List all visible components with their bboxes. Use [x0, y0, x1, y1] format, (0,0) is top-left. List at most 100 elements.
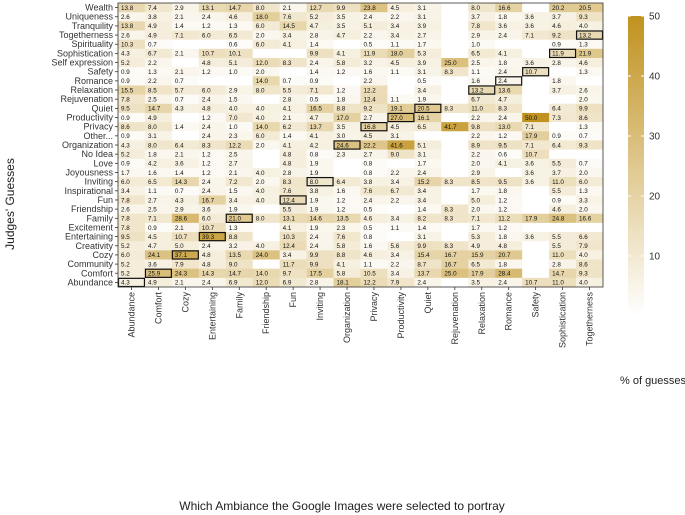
heatmap-cell: [198, 30, 227, 40]
cell-value-label: 21.9: [579, 51, 592, 58]
cell-value-label: 5.2: [121, 243, 130, 250]
heatmap-cell: [387, 76, 415, 86]
heatmap-cell: [333, 140, 361, 150]
cell-value-label: 8.8: [337, 106, 346, 113]
heatmap-cell: [468, 122, 496, 132]
cell-value-label: 5.2: [121, 151, 130, 158]
heatmap-cell: [549, 3, 577, 13]
cell-value-label: 3.1: [417, 69, 426, 76]
cell-value-label: 14.7: [229, 5, 242, 12]
heatmap-cell: [522, 186, 550, 196]
heatmap-cell: [118, 12, 146, 22]
heatmap-cell: [306, 67, 334, 77]
cell-value-label: 19.1: [390, 106, 403, 113]
cell-value-label: 9.9: [310, 252, 319, 259]
cell-value-label: 2.2: [390, 261, 399, 268]
heatmap-cell: [468, 112, 496, 123]
heatmap-cell: [468, 39, 496, 50]
cell-value-label: 9.5: [498, 142, 507, 149]
cell-value-label: 1.6: [471, 78, 480, 85]
heatmap-cell: [495, 241, 523, 251]
heatmap-cell: [387, 241, 415, 251]
heatmap-cell: [252, 48, 280, 59]
cell-value-label: 8.2: [417, 216, 426, 223]
heatmap-cell: [549, 268, 577, 279]
heatmap-cell: [225, 167, 254, 178]
y-tick-label: Creativity: [75, 241, 113, 251]
heatmap-cell: [576, 177, 604, 187]
heatmap-cell: [306, 112, 334, 123]
cell-value-label: 7.2: [229, 179, 238, 186]
heatmap-cell: [171, 177, 200, 187]
cell-value-label: 2.0: [579, 206, 588, 213]
cell-value-label: 3.5: [471, 280, 480, 287]
heatmap-cell: [414, 21, 442, 31]
heatmap-cell: [144, 39, 173, 50]
cell-value-label: 1.8: [498, 261, 507, 268]
cell-value-label: 0.8: [364, 161, 373, 168]
cell-value-label: 2.4: [498, 115, 507, 122]
heatmap-cell: [414, 76, 442, 86]
heatmap-cell: [118, 250, 146, 260]
cell-value-label: 10.3: [283, 234, 296, 241]
heatmap-cell: [387, 277, 415, 288]
heatmap-cell: [225, 250, 254, 260]
cell-value-label: 13.5: [229, 252, 242, 259]
cell-value-label: 0.8: [364, 170, 373, 177]
heatmap-cell: [198, 213, 227, 224]
cell-value-label: 0.7: [148, 42, 157, 49]
cell-value-label: 2.4: [364, 197, 373, 204]
cell-value-label: 8.3: [498, 106, 507, 113]
heatmap-cell: [333, 222, 361, 233]
cell-value-label: 4.8: [283, 161, 292, 168]
heatmap-cell: [414, 186, 442, 196]
cell-value-label: 14.5: [283, 23, 296, 30]
cell-value-label: 2.1: [175, 151, 184, 158]
heatmap-cell: [387, 12, 415, 22]
cell-value-label: 12.7: [310, 5, 323, 12]
heatmap-cell: [576, 12, 604, 22]
heatmap-cell: [171, 85, 200, 95]
heatmap-cell: [333, 85, 361, 95]
cell-value-label: 4.0: [256, 188, 265, 195]
heatmap-cell: [414, 277, 442, 288]
heatmap-cell: [360, 3, 388, 13]
cell-value-label: 6.5: [471, 51, 480, 58]
cell-value-label: 5.6: [390, 243, 399, 250]
heatmap-cell: [360, 112, 388, 123]
heatmap-cell: [549, 112, 577, 123]
cell-value-label: 7.1: [525, 124, 534, 131]
cell-value-label: 3.6: [525, 179, 534, 186]
cell-value-label: 1.3: [229, 225, 238, 232]
cell-value-label: 28.6: [175, 216, 188, 223]
heatmap-cell: [279, 112, 307, 123]
cell-value-label: 8.3: [444, 69, 453, 76]
cell-value-label: 4.1: [498, 51, 507, 58]
heatmap-cell: [198, 277, 227, 288]
y-tick-label: Friendship: [71, 204, 113, 214]
heatmap-cell: [387, 177, 415, 187]
heatmap-cell: [360, 85, 388, 95]
cell-value-label: 1.4: [175, 23, 184, 30]
cell-value-label: 1.2: [202, 115, 211, 122]
cell-value-label: 0.9: [121, 161, 130, 168]
cell-value-label: 4.0: [579, 23, 588, 30]
heatmap-cell: [495, 149, 523, 160]
heatmap-cell: [387, 186, 415, 196]
cell-value-label: 5.8: [337, 243, 346, 250]
cell-value-label: 0.5: [364, 42, 373, 49]
heatmap-cell: [333, 250, 361, 260]
heatmap-cell: [360, 232, 388, 242]
heatmap-cell: [279, 250, 307, 260]
heatmap-cell: [333, 3, 361, 13]
heatmap-cell: [333, 241, 361, 251]
heatmap-cell: [225, 85, 254, 95]
cell-value-label: 6.9: [283, 280, 292, 287]
heatmap-cell: [414, 30, 442, 40]
heatmap-cell: [549, 85, 577, 95]
cell-value-label: 1.4: [175, 124, 184, 131]
heatmap-cell: [225, 186, 254, 196]
heatmap-cell: [468, 30, 496, 40]
heatmap-cell: [495, 259, 523, 269]
heatmap-cell: [171, 112, 200, 123]
